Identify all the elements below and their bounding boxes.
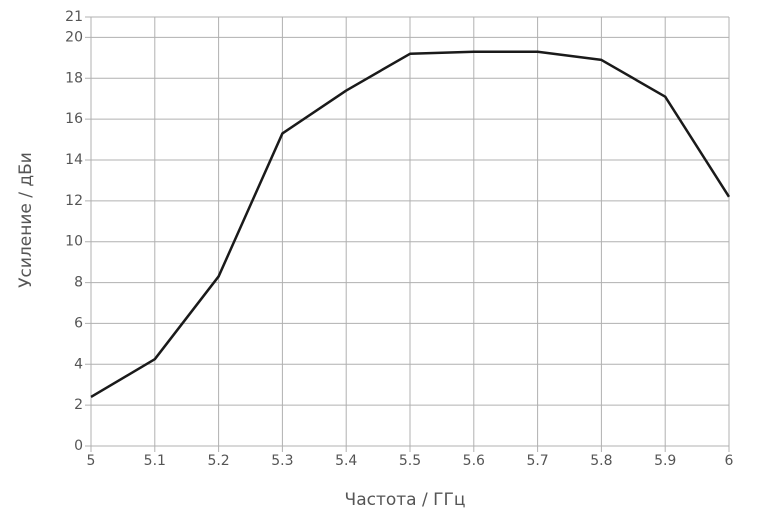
x-axis-label: Частота / ГГц [345, 490, 466, 510]
data-line [90, 50, 731, 399]
y-tick-label: 14 [65, 152, 83, 168]
y-tick-label: 8 [74, 275, 83, 291]
y-tick-label: 4 [74, 356, 83, 372]
y-tick-label: 20 [65, 29, 83, 45]
y-tick-label: 10 [65, 234, 83, 250]
y-tick-label: 2 [74, 397, 83, 413]
x-tick-label: 5.1 [144, 453, 166, 469]
x-tick-label: 6 [725, 453, 734, 469]
x-tick-label: 5.9 [654, 453, 676, 469]
x-tick-label: 5 [87, 453, 96, 469]
x-tick-label: 5.5 [399, 453, 421, 469]
y-axis-label: Усиление / дБи [16, 152, 36, 288]
x-tick-label: 5.8 [590, 453, 612, 469]
y-tick-label: 6 [74, 315, 83, 331]
y-tick-label: 12 [65, 193, 83, 209]
y-tick-label: 21 [65, 9, 83, 25]
x-tick-label: 5.6 [463, 453, 485, 469]
x-tick-label: 5.7 [526, 453, 548, 469]
x-tick-label: 5.2 [207, 453, 229, 469]
y-tick-label: 0 [74, 438, 83, 454]
x-tick-label: 5.3 [271, 453, 293, 469]
y-tick-label: 18 [65, 70, 83, 86]
x-tick-label: 5.4 [335, 453, 357, 469]
y-tick-label: 16 [65, 111, 83, 127]
